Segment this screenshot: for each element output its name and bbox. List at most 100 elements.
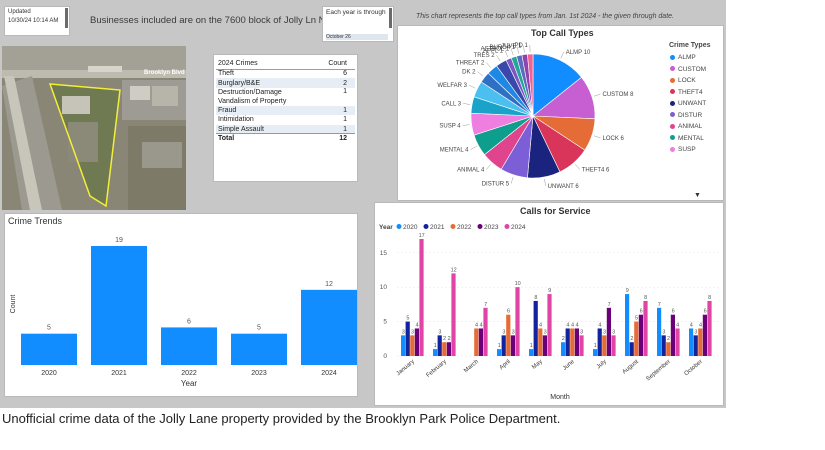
updated-scrollbar[interactable] [65,8,68,28]
legend-item-theft4[interactable]: THEFT4 [670,89,703,96]
bar-march-2023[interactable] [478,328,483,356]
year-filter-scrollbar[interactable] [389,8,392,28]
bar-value-label: 6 [640,309,643,315]
bar-january-2021[interactable] [405,321,410,356]
pie-slice-almp[interactable] [532,53,582,117]
bar-value-label: 2 [443,336,446,342]
bar-value-label: 7 [658,302,661,308]
bar-september-2021[interactable] [661,335,666,356]
pie-slice-pd[interactable] [527,53,534,117]
bar-june-2020[interactable] [561,342,566,356]
bar-february-2020[interactable] [433,349,438,356]
bar-july-2021[interactable] [597,328,602,356]
x-tick-label: March [463,359,480,374]
bar-february-2024[interactable] [451,273,456,356]
bar-march-2022[interactable] [474,328,479,356]
bar-april-2023[interactable] [510,335,515,356]
crime-trends-title: Crime Trends [8,216,63,226]
bar-february-2023[interactable] [446,342,451,356]
bar-june-2024[interactable] [579,335,584,356]
y-tick-label: 5 [383,319,387,326]
pie-slice-label: TRES 2 [474,53,496,59]
legend-label: LOCK [678,77,696,84]
bar-value-label: 9 [548,288,551,294]
bar-july-2024[interactable] [611,335,616,356]
bar-august-2023[interactable] [638,314,643,356]
bar-may-2023[interactable] [542,335,547,356]
caption: Unofficial crime data of the Jolly Lane … [2,411,561,426]
bar-may-2022[interactable] [538,328,543,356]
crimes-table: 2024 Crimes Count Theft 6 Burglary/B&E 2… [216,58,355,144]
legend-item-unwant[interactable]: UNWANT [670,100,706,107]
bar-january-2022[interactable] [410,335,415,356]
bar-january-2024[interactable] [419,239,424,356]
bar-april-2020[interactable] [497,349,502,356]
bar-march-2024[interactable] [483,307,488,356]
col-count-header[interactable]: Count [316,58,355,70]
bar-august-2020[interactable] [625,294,630,356]
bar-february-2021[interactable] [437,335,442,356]
bar-july-2020[interactable] [593,349,598,356]
map-street-label: Brooklyn Blvd [144,70,185,76]
bar-august-2024[interactable] [643,300,648,356]
legend-item-distur[interactable]: DISTUR [670,112,702,119]
bar-january-2020[interactable] [401,335,406,356]
crime-type: Simple Assault [216,124,316,134]
bar-value-label: 1 [498,343,501,349]
legend-item-custom[interactable]: CUSTOM [670,66,706,73]
legend-item-almp[interactable]: ALMP [670,54,696,61]
legend-item-2023[interactable]: 2023 [484,224,499,231]
bar-june-2021[interactable] [565,328,570,356]
bar-april-2024[interactable] [515,287,520,356]
x-tick-label: June [562,359,576,372]
col-type-header[interactable]: 2024 Crimes [216,58,316,70]
legend-item-susp[interactable]: SUSP [670,146,696,153]
legend-item-2020[interactable]: 2020 [403,224,418,231]
bar-september-2024[interactable] [675,328,680,356]
chevron-down-icon[interactable]: ▼ [694,192,701,199]
bar-value-label: 5 [47,325,51,332]
bar-august-2021[interactable] [629,342,634,356]
pie-slice-label: ALMP 10 [566,50,591,56]
bar-april-2022[interactable] [506,314,511,356]
legend-item-2021[interactable]: 2021 [430,224,445,231]
legend-item-lock[interactable]: LOCK [670,77,696,84]
bar-september-2020[interactable] [657,307,662,356]
bar-october-2021[interactable] [693,335,698,356]
legend-item-2022[interactable]: 2022 [457,224,472,231]
bar-2021[interactable] [91,246,147,365]
bar-2020[interactable] [21,333,77,365]
crime-count: 1 [316,124,355,134]
bar-july-2023[interactable] [606,307,611,356]
bar-september-2022[interactable] [666,342,671,356]
legend-item-animal[interactable]: ANIMAL [670,123,702,130]
bar-july-2022[interactable] [602,335,607,356]
bar-october-2023[interactable] [702,314,707,356]
x-tick-label: 2022 [181,370,197,377]
bar-may-2021[interactable] [533,300,538,356]
legend-item-mental[interactable]: MENTAL [670,135,704,142]
bar-october-2020[interactable] [689,328,694,356]
bar-august-2022[interactable] [634,321,639,356]
bar-value-label: 7 [608,302,611,308]
bar-september-2023[interactable] [670,314,675,356]
bar-october-2024[interactable] [707,300,712,356]
bar-value-label: 4 [690,322,693,328]
bar-april-2021[interactable] [501,335,506,356]
bar-may-2024[interactable] [547,294,552,356]
year-filter[interactable]: Each year is through October 26 [322,6,394,42]
pie-leader-line [468,84,476,89]
bar-may-2020[interactable] [529,349,534,356]
bar-june-2022[interactable] [570,328,575,356]
bar-october-2022[interactable] [698,328,703,356]
bar-value-label: 12 [325,281,333,288]
bar-2024[interactable] [301,289,357,365]
x-tick-label: August [622,359,640,376]
bar-june-2023[interactable] [574,328,579,356]
bar-january-2023[interactable] [414,328,419,356]
year-filter-value[interactable]: October 26 [326,34,388,40]
legend-item-2024[interactable]: 2024 [511,224,526,231]
bar-february-2022[interactable] [442,342,447,356]
bar-2022[interactable] [161,327,217,365]
bar-2023[interactable] [231,333,287,365]
